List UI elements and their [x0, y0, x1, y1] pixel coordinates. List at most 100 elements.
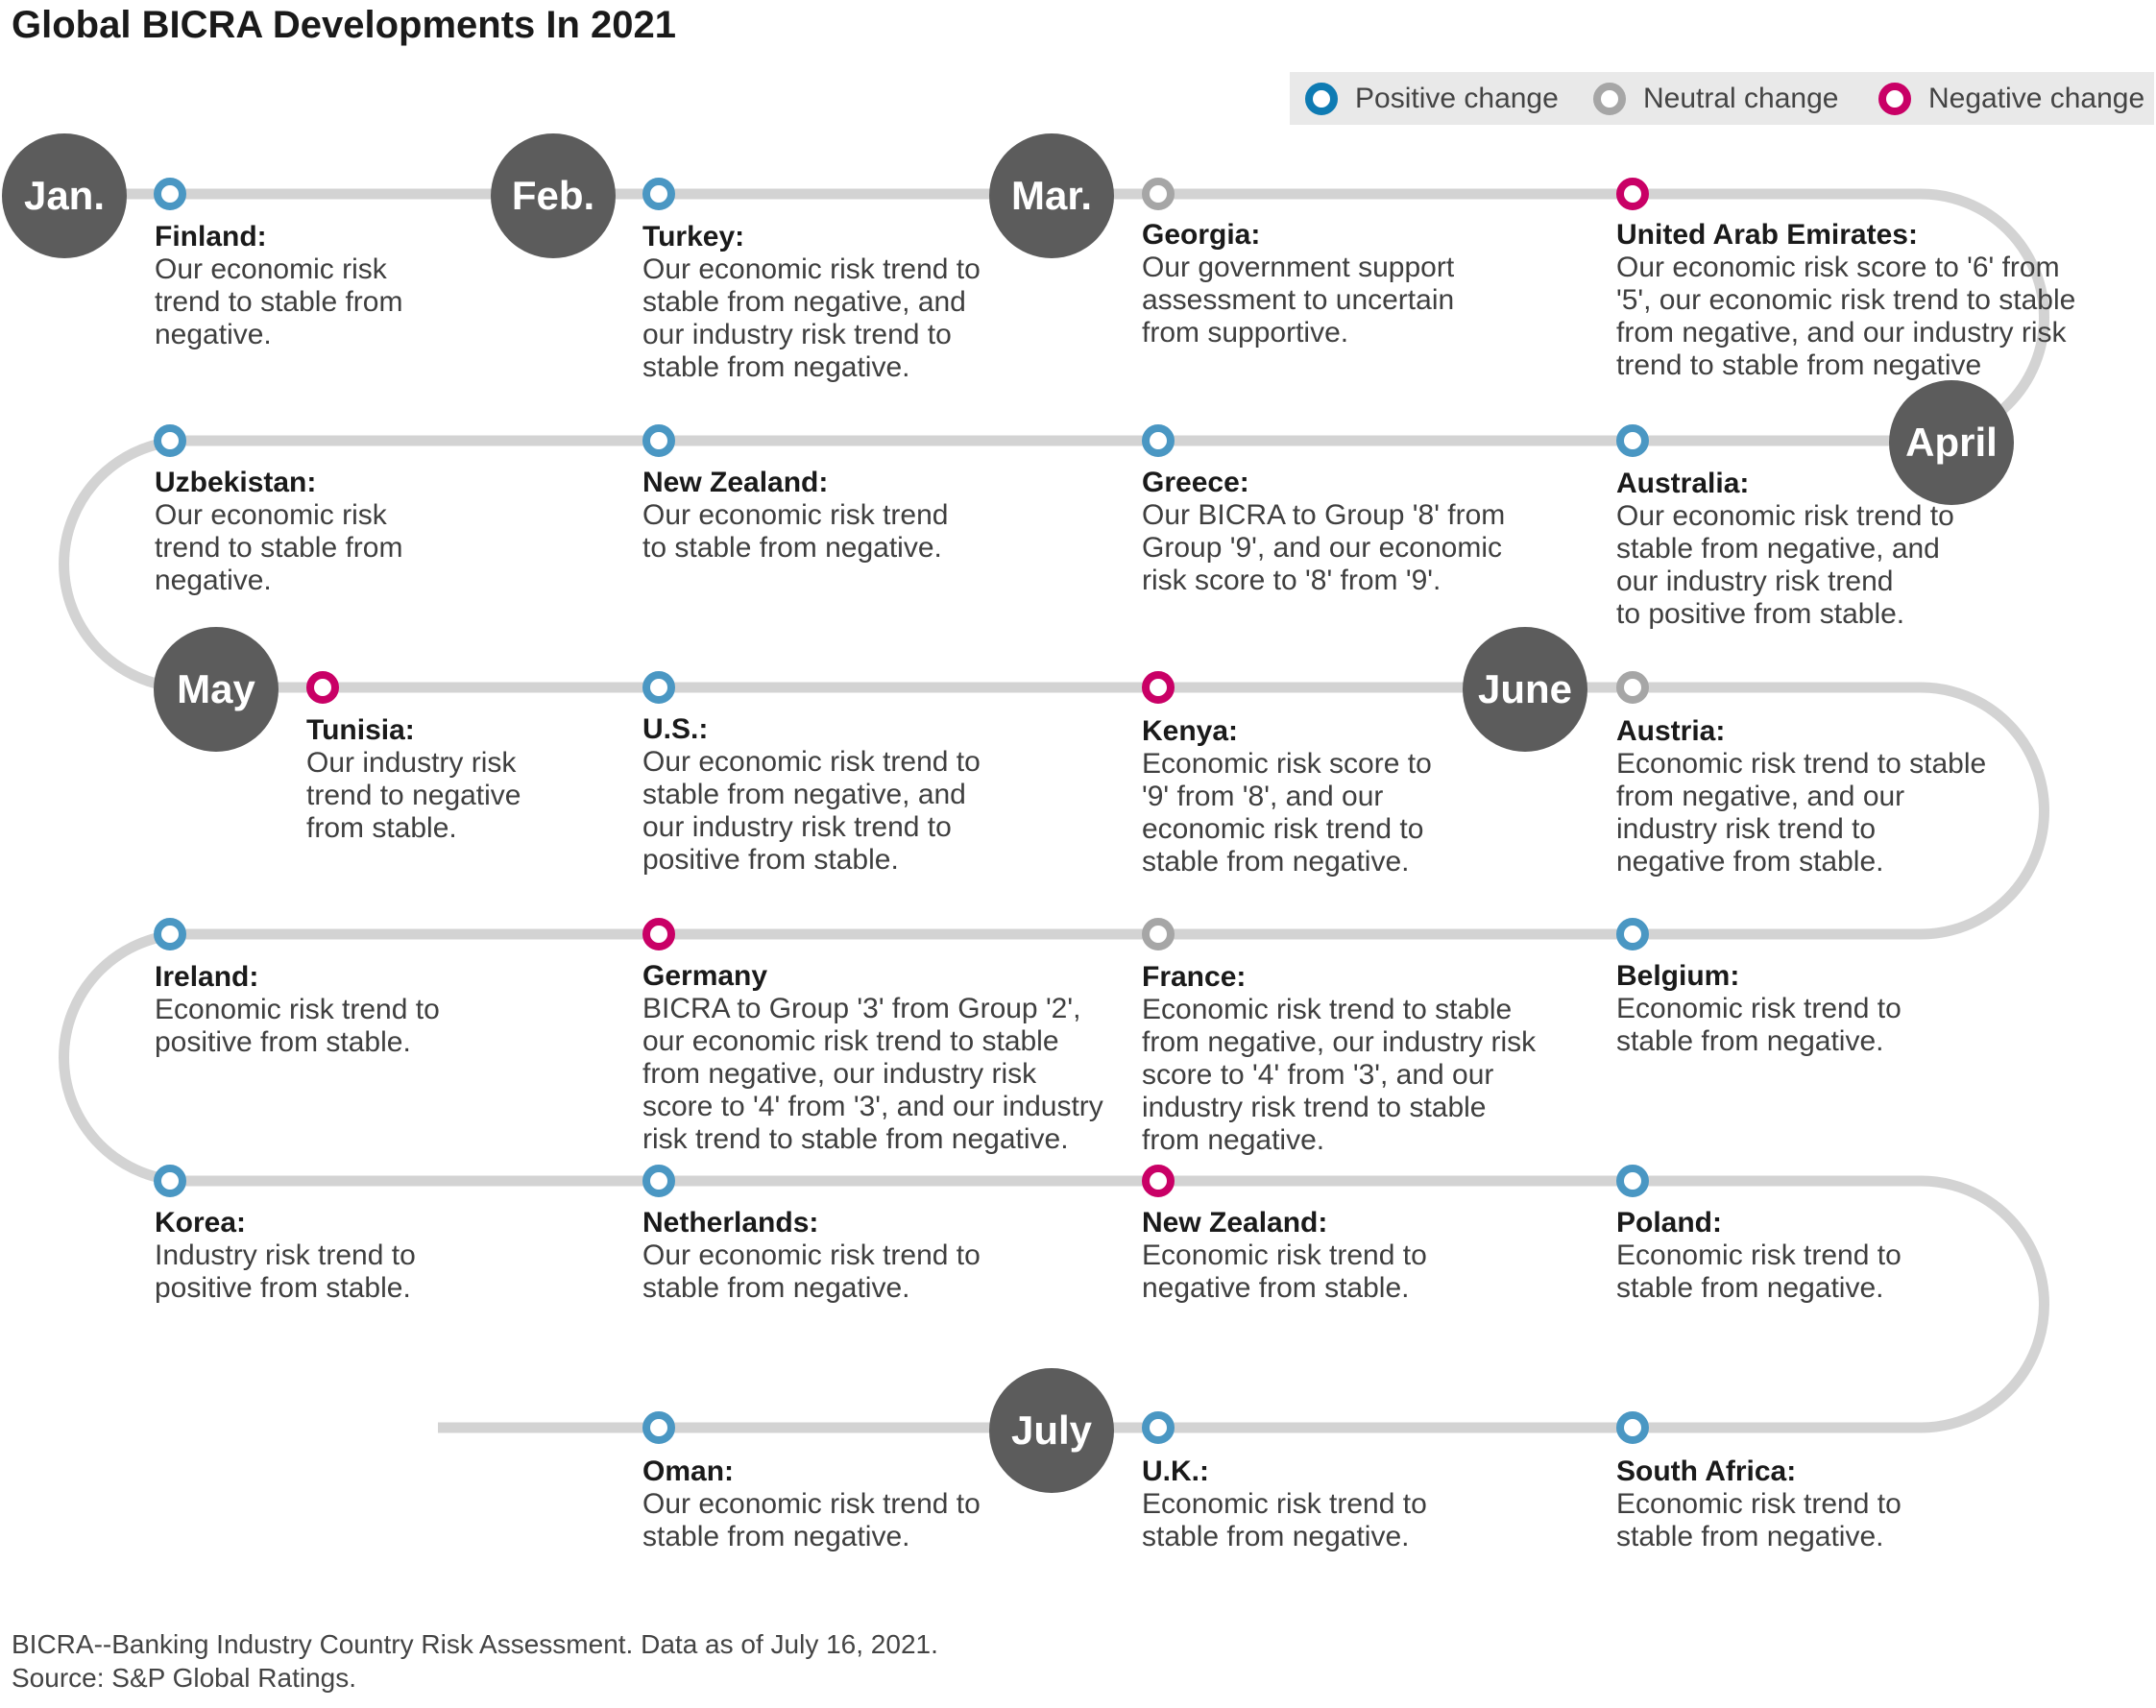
month-badge: July	[989, 1368, 1114, 1493]
event-marker	[642, 178, 675, 210]
event-item: Australia: Our economic risk trend to st…	[1616, 468, 1954, 631]
event-marker	[1616, 1411, 1649, 1444]
event-description: Our economic risk trend to stable from n…	[642, 1488, 981, 1552]
event-country: Korea:	[155, 1207, 247, 1239]
event-description: Economic risk trend to stable from negat…	[1616, 993, 1902, 1057]
month-badge: April	[1889, 380, 2014, 505]
event-marker	[1142, 1165, 1175, 1197]
event-country: United Arab Emirates:	[1616, 219, 1918, 251]
event-marker	[1142, 671, 1175, 704]
event-item: New Zealand: Our economic risk trend to …	[642, 467, 948, 565]
chart-title: Global BICRA Developments In 2021	[12, 4, 677, 46]
footnote-source: Source: S&P Global Ratings.	[12, 1663, 357, 1693]
event-marker	[1616, 671, 1649, 704]
event-country: Germany	[642, 960, 768, 992]
event-description: Our economic risk trend to stable from n…	[642, 1239, 981, 1304]
event-description: Our government support assessment to unc…	[1142, 252, 1455, 349]
event-marker	[306, 671, 339, 704]
event-item: Korea: Industry risk trend to positive f…	[155, 1207, 416, 1305]
footnote: BICRA--Banking Industry Country Risk Ass…	[12, 1627, 938, 1695]
event-item: Georgia: Our government support assessme…	[1142, 219, 1454, 349]
event-description: Our industry risk trend to negative from…	[306, 747, 521, 844]
event-country: U.K.:	[1142, 1455, 1209, 1487]
event-marker	[1142, 424, 1175, 457]
event-country: Oman:	[642, 1455, 735, 1487]
event-marker	[1616, 424, 1649, 457]
event-country: Uzbekistan:	[155, 467, 317, 498]
event-description: Economic risk trend to positive from sta…	[155, 994, 440, 1058]
month-badge: June	[1463, 627, 1587, 752]
event-marker	[1616, 1165, 1649, 1197]
event-country: Greece:	[1142, 467, 1249, 498]
event-item: Tunisia: Our industry risk trend to nega…	[306, 714, 521, 845]
event-description: Our economic risk trend to stable from n…	[155, 499, 403, 596]
event-item: U.K.: Economic risk trend to stable from…	[1142, 1455, 1427, 1553]
event-item: United Arab Emirates: Our economic risk …	[1616, 219, 2075, 382]
legend-item-neutral: Neutral change	[1593, 72, 1838, 125]
event-marker	[642, 1165, 675, 1197]
legend-item-negative: Negative change	[1878, 72, 2144, 125]
event-item: Poland: Economic risk trend to stable fr…	[1616, 1207, 1902, 1305]
event-item: Uzbekistan: Our economic risk trend to s…	[155, 467, 402, 597]
event-description: Our economic risk trend to stable from n…	[642, 499, 949, 564]
event-description: Economic risk trend to stable from negat…	[1616, 1488, 1902, 1552]
event-item: Kenya: Economic risk score to '9' from '…	[1142, 715, 1432, 878]
event-country: Finland:	[155, 221, 267, 253]
event-item: Greece: Our BICRA to Group '8' from Grou…	[1142, 467, 1505, 597]
event-marker	[1616, 918, 1649, 950]
event-item: France: Economic risk trend to stable fr…	[1142, 961, 1536, 1157]
event-description: Our economic risk trend to stable from n…	[642, 253, 981, 383]
event-country: Austria:	[1616, 715, 1726, 747]
event-country: Poland:	[1616, 1207, 1722, 1239]
event-item: Netherlands: Our economic risk trend to …	[642, 1207, 981, 1305]
event-item: New Zealand: Economic risk trend to nega…	[1142, 1207, 1427, 1305]
event-country: New Zealand:	[1142, 1207, 1328, 1239]
event-country: Kenya:	[1142, 715, 1239, 747]
event-item: Germany BICRA to Group '3' from Group '2…	[642, 960, 1103, 1156]
neutral-change-marker-icon	[1593, 82, 1626, 115]
event-marker	[154, 178, 186, 210]
month-badge: Feb.	[491, 133, 616, 258]
event-country: France:	[1142, 961, 1247, 993]
event-country: South Africa:	[1616, 1455, 1797, 1487]
event-country: Tunisia:	[306, 714, 415, 746]
event-country: Netherlands:	[642, 1207, 819, 1239]
month-badge: May	[154, 627, 279, 752]
event-item: U.S.: Our economic risk trend to stable …	[642, 713, 981, 877]
event-description: Our economic risk trend to stable from n…	[155, 253, 403, 350]
event-item: Belgium: Economic risk trend to stable f…	[1616, 960, 1902, 1058]
legend-label: Negative change	[1928, 82, 2145, 114]
event-item: Oman: Our economic risk trend to stable …	[642, 1455, 981, 1553]
event-marker	[154, 424, 186, 457]
event-description: BICRA to Group '3' from Group '2', our e…	[642, 993, 1103, 1155]
event-description: Our BICRA to Group '8' from Group '9', a…	[1142, 499, 1506, 596]
event-marker	[1142, 918, 1175, 950]
event-description: Economic risk trend to stable from negat…	[1142, 1488, 1427, 1552]
event-description: Industry risk trend to positive from sta…	[155, 1239, 416, 1304]
footnote-definition: BICRA--Banking Industry Country Risk Ass…	[12, 1629, 938, 1659]
event-country: Belgium:	[1616, 960, 1740, 992]
event-country: Australia:	[1616, 468, 1750, 499]
event-marker	[642, 918, 675, 950]
event-marker	[642, 671, 675, 704]
event-marker	[154, 1165, 186, 1197]
negative-change-marker-icon	[1878, 82, 1911, 115]
event-country: Ireland:	[155, 961, 259, 993]
event-description: Economic risk trend to negative from sta…	[1142, 1239, 1427, 1304]
legend: Positive change Neutral change Negative …	[1290, 72, 2154, 125]
event-marker	[1616, 178, 1649, 210]
event-marker	[642, 424, 675, 457]
event-item: Austria: Economic risk trend to stable f…	[1616, 715, 1986, 878]
event-description: Economic risk trend to stable from negat…	[1616, 1239, 1902, 1304]
event-description: Our economic risk trend to stable from n…	[1616, 500, 1954, 630]
event-country: Georgia:	[1142, 219, 1261, 251]
event-marker	[1142, 178, 1175, 210]
event-description: Economic risk trend to stable from negat…	[1616, 748, 1987, 878]
event-marker	[154, 918, 186, 950]
event-marker	[1142, 1411, 1175, 1444]
legend-label: Positive change	[1355, 82, 1559, 114]
event-item: Ireland: Economic risk trend to positive…	[155, 961, 440, 1059]
event-description: Economic risk score to '9' from '8', and…	[1142, 748, 1432, 878]
event-country: New Zealand:	[642, 467, 829, 498]
legend-label: Neutral change	[1643, 82, 1839, 114]
